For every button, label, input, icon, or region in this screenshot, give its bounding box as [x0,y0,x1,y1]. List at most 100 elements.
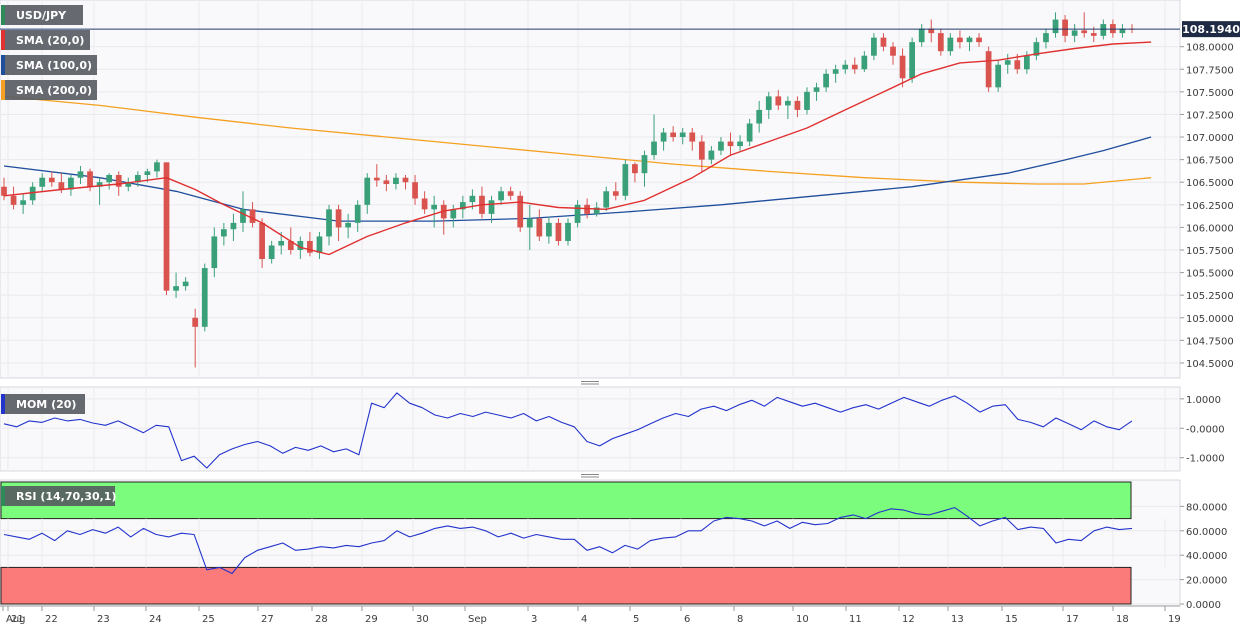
candle-body [68,177,74,190]
candle-body [985,51,992,88]
rsi-legend[interactable]: RSI (14,70,30,1) [1,486,116,506]
candle-body [526,218,533,228]
mom-legend[interactable]: MOM (20) [1,394,85,414]
price-ytick-label: 106.2500 [1186,201,1234,212]
candle-body [698,141,705,160]
rsi-ytick-label: 40.0000 [1186,551,1227,562]
candle-body [87,171,93,187]
candle-body [718,141,724,151]
candle-body [928,28,935,34]
legend-swatch [1,55,5,75]
mom-ytick-label: -1.0000 [1186,454,1225,465]
candle-body [660,132,667,142]
x-tick-label: Aug [6,614,26,625]
rsi-line [3,507,1133,575]
legend-label: SMA (20,0) [16,34,84,47]
candle-body [144,171,151,175]
x-tick-label: 19 [1168,614,1181,625]
candle-body [134,174,141,183]
candle-body [794,100,801,110]
candle-body [498,191,504,201]
legend-swatch [1,80,5,100]
rsi-legend-box [1,486,115,506]
sma200-line [3,95,1152,185]
candle-body [689,132,696,142]
mom-line [3,392,1133,469]
mom-ytick-label: -0.0000 [1186,424,1225,435]
candle-body [287,240,294,250]
price-ytick-label: 105.0000 [1186,314,1234,325]
candle-body [20,200,26,205]
x-tick-label: 10 [796,614,809,625]
candle-body [995,64,1002,88]
mom-panel: 1.0000 -0.0000 -1.0000 MOM (20) [0,386,1225,472]
candle-body [1110,24,1116,34]
price-legend[interactable]: USD/JPY SMA (20,0) SMA (100,0) SMA (200,0) [1,5,97,100]
mom-axis-labels: 1.0000 -0.0000 -1.0000 [1180,395,1225,465]
candle-body [851,64,858,70]
candle-body [230,222,237,230]
candle-body [641,155,648,174]
sma100-line [3,136,1152,222]
legend-label: SMA (200,0) [16,84,92,97]
candle-body [412,182,418,199]
x-tick-label: 29 [365,614,378,625]
candle-body [1033,42,1040,56]
x-tick-label: 22 [45,614,58,625]
candle-body [249,209,256,223]
legend-swatch [1,5,5,25]
panel-splitter-2[interactable] [0,472,1180,479]
price-axis-labels: 104.5000 104.7500 105.0000 105.2500 105.5000… [1180,43,1234,370]
mom-panel-bg [0,386,1181,472]
candle-body [890,46,896,56]
candle-body [326,209,332,237]
candle-body [220,229,227,237]
price-ytick-label: 106.7500 [1186,156,1234,167]
mom-grid [0,387,1180,471]
candle-body [813,87,820,92]
candle-body [211,236,218,269]
x-tick-label: 28 [315,614,328,625]
candle-body [450,209,457,219]
candle-body [77,171,84,178]
rsi-axis-labels: 80.0000 60.0000 40.0000 20.0000 0.0000 [1180,502,1227,611]
x-tick-label: 3 [531,614,537,625]
legend-swatch [1,30,5,50]
candle-body [1090,33,1097,36]
candle-body [1081,30,1088,34]
mom-legend-box [1,394,85,414]
candle-body [335,209,342,228]
candle-body [192,317,199,327]
candle-body [976,37,982,43]
candle-body [431,204,438,210]
x-tick-label: 13 [951,614,964,625]
legend-box [1,80,97,100]
candle-body [1052,19,1059,34]
candle-body [488,200,495,214]
candle-body [383,180,390,185]
candle-body [966,37,973,43]
price-ytick-label: 106.0000 [1186,223,1234,234]
price-ytick-label: 104.7500 [1186,336,1234,347]
candle-body [546,222,552,237]
panel-splitter-1[interactable] [0,379,1180,386]
mom-line-layer [3,392,1133,469]
candle-body [373,177,380,181]
candle-body [393,177,399,185]
x-tick-label: 12 [902,614,915,625]
x-tick-label: 18 [1116,614,1129,625]
candle-body [1119,28,1126,34]
x-tick-label: 23 [97,614,110,625]
candle-body [918,28,925,43]
price-ytick-label: 107.2500 [1186,110,1234,121]
sma100-layer [3,136,1152,222]
candle-body [1,186,7,196]
candle-body [574,204,581,223]
price-ytick-label: 107.7500 [1186,65,1234,76]
candle-body [765,96,772,110]
candle-body [880,37,887,47]
candle-body [842,64,849,70]
candle-body [173,286,179,291]
rsi-grid [0,505,1180,605]
x-tick-label: 25 [202,614,215,625]
